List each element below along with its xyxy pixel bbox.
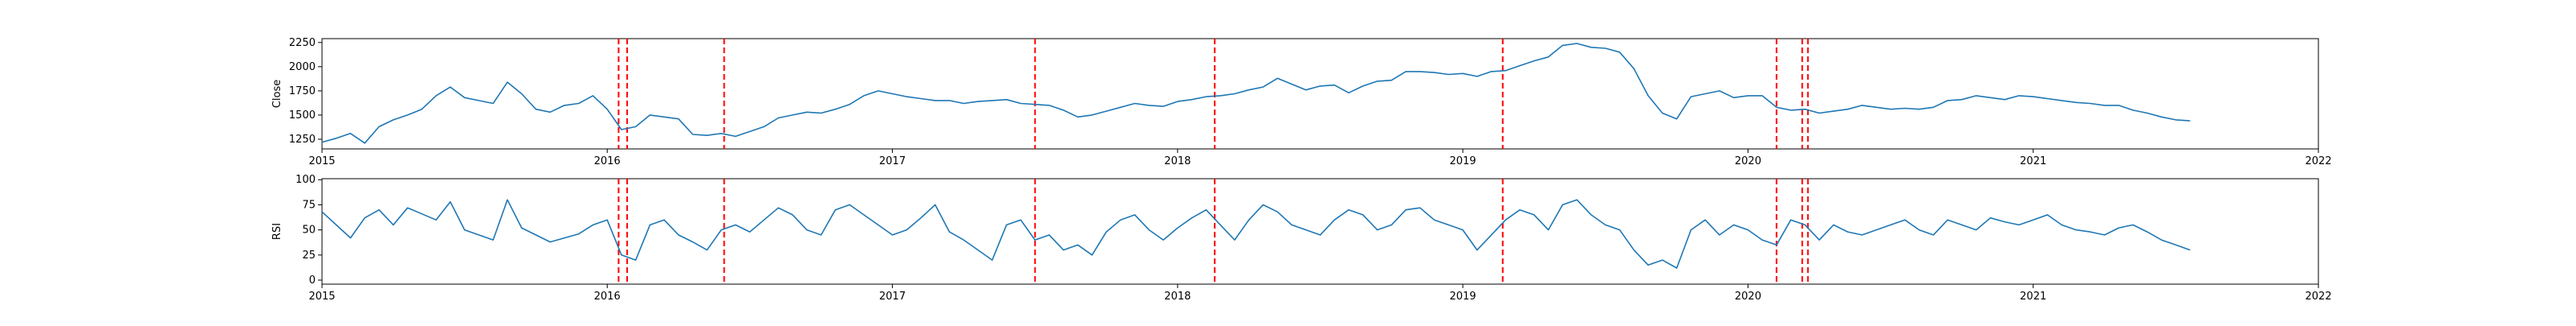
y-tick-label: 2000 <box>289 61 316 73</box>
y-tick-label: 50 <box>302 225 316 237</box>
y-tick-label: 2250 <box>289 37 316 49</box>
x-tick-label: 2020 <box>1735 155 1761 167</box>
x-tick-label: 2019 <box>1450 291 1476 303</box>
x-tick-label: 2016 <box>594 155 621 167</box>
x-tick-label: 2017 <box>879 291 906 303</box>
series-line <box>321 199 2190 269</box>
y-tick-label: 100 <box>295 174 316 186</box>
x-tick-label: 2018 <box>1164 155 1191 167</box>
y-tick-label: 75 <box>302 199 316 211</box>
x-tick-label: 2016 <box>594 291 621 303</box>
y-tick-label: 1250 <box>289 134 316 146</box>
x-tick-label: 2015 <box>308 155 335 167</box>
x-tick-label: 2021 <box>2020 155 2046 167</box>
x-tick-label: 2019 <box>1450 155 1476 167</box>
y-tick-label: 1500 <box>289 109 316 122</box>
x-tick-label: 2017 <box>879 155 906 167</box>
x-tick-label: 2021 <box>2020 291 2046 303</box>
x-tick-label: 2020 <box>1735 291 1761 303</box>
series-line <box>321 43 2190 144</box>
y-tick-label: 0 <box>309 274 316 287</box>
y-tick-label: 1750 <box>289 85 316 97</box>
y-tick-label: 25 <box>302 250 316 262</box>
axes-frame <box>321 38 2319 150</box>
x-tick-label: 2018 <box>1164 291 1191 303</box>
x-tick-label: 2022 <box>2305 155 2331 167</box>
y-axis-label: RSI <box>271 223 283 240</box>
x-tick-label: 2015 <box>308 291 335 303</box>
y-axis-label: Close <box>271 80 283 108</box>
x-tick-label: 2022 <box>2305 291 2331 303</box>
axes-frame <box>321 178 2319 285</box>
